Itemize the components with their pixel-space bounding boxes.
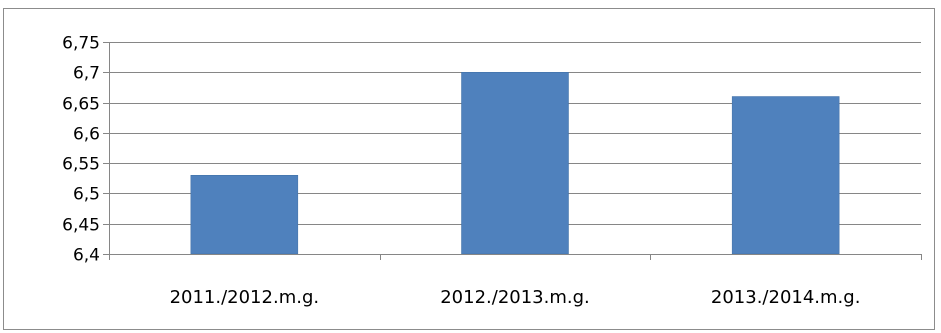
x-category-label: 2011./2012.m.g. <box>170 287 320 308</box>
y-tick-label: 6,4 <box>73 246 100 266</box>
x-category-label: 2012./2013.m.g. <box>440 287 590 308</box>
y-tick-label: 6,45 <box>62 216 100 236</box>
y-tick-label: 6,5 <box>73 185 100 205</box>
x-category-label: 2013./2014.m.g. <box>711 287 861 308</box>
y-axis-tick-labels: 6,4 6,45 6,5 6,55 6,6 6,65 6,7 6,75 <box>62 34 100 266</box>
x-axis-category-labels: 2011./2012.m.g. 2012./2013.m.g. 2013./2014… <box>170 287 861 308</box>
y-tick-label: 6,75 <box>62 34 100 54</box>
y-tick-label: 6,7 <box>73 64 100 84</box>
bar <box>731 96 840 255</box>
y-tick-label: 6,55 <box>62 155 100 175</box>
axes <box>103 42 922 260</box>
bar <box>461 72 569 255</box>
bars <box>190 72 840 255</box>
bar <box>190 175 299 255</box>
y-tick-label: 6,6 <box>73 125 100 145</box>
y-tick-label: 6,65 <box>62 95 100 115</box>
